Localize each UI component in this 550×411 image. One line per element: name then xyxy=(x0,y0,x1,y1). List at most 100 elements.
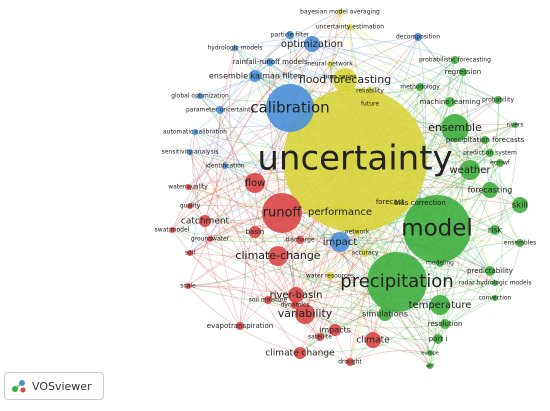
edge xyxy=(219,11,341,111)
node xyxy=(169,227,175,233)
node-label: sensitivity analysis xyxy=(162,149,219,156)
node-label: bias correction xyxy=(394,199,446,207)
node xyxy=(366,100,374,108)
node-label: temperature xyxy=(409,300,472,311)
edge xyxy=(299,127,456,354)
node xyxy=(459,68,467,76)
edge xyxy=(299,239,331,277)
node xyxy=(197,93,203,99)
node xyxy=(441,114,469,142)
node-label: soil moisture xyxy=(249,297,288,304)
edge xyxy=(461,71,496,231)
node-label: accuracy xyxy=(351,250,379,257)
node xyxy=(512,197,528,213)
node xyxy=(286,31,294,39)
node-label: predictability xyxy=(467,267,513,275)
edge xyxy=(329,63,421,88)
node-label: ensemble kalman filter xyxy=(209,72,302,81)
edge xyxy=(189,43,313,254)
edge xyxy=(311,43,451,103)
node xyxy=(460,160,480,180)
node xyxy=(366,87,374,95)
node-label: optimization xyxy=(281,39,343,50)
edge xyxy=(219,11,341,111)
node xyxy=(187,149,193,155)
node-label: simulations xyxy=(362,310,408,319)
node xyxy=(353,228,361,236)
edge xyxy=(187,285,431,354)
edge xyxy=(254,231,386,315)
node-label: basin xyxy=(246,228,265,236)
edge xyxy=(349,26,499,101)
node xyxy=(492,280,498,286)
node-label: quality xyxy=(180,203,201,210)
node-label: climate xyxy=(356,336,390,346)
node-label: precipitation forecasts xyxy=(446,136,525,144)
node xyxy=(216,106,224,114)
node xyxy=(327,61,333,67)
edge xyxy=(267,299,446,329)
node-label: automatic calibration xyxy=(163,129,227,136)
node xyxy=(294,347,306,359)
node-label: probability xyxy=(482,97,514,104)
node-label: global optimization xyxy=(171,93,229,100)
edge xyxy=(187,285,336,331)
node-label: modeling xyxy=(426,260,454,267)
edge xyxy=(204,43,313,222)
node xyxy=(304,36,320,52)
edge xyxy=(234,45,499,101)
node-label: discharge xyxy=(285,237,315,244)
edge xyxy=(294,252,366,306)
node xyxy=(414,33,422,41)
edge xyxy=(192,131,211,240)
edge xyxy=(494,124,517,231)
edge xyxy=(295,294,441,312)
edge xyxy=(224,165,246,327)
node-label: evapotranspiration xyxy=(207,322,273,330)
node xyxy=(433,334,443,344)
edge xyxy=(209,238,496,301)
edge xyxy=(216,47,241,327)
node xyxy=(185,283,191,289)
node xyxy=(485,266,495,276)
node xyxy=(430,295,450,315)
node-label: parameter uncertainty xyxy=(186,107,254,114)
nodes xyxy=(169,9,528,369)
node xyxy=(440,319,450,329)
edge xyxy=(499,162,521,244)
node xyxy=(490,225,500,235)
edge xyxy=(489,99,500,154)
edge xyxy=(234,36,456,61)
node xyxy=(378,307,392,321)
edge xyxy=(369,36,419,92)
node-label: swat model xyxy=(155,227,190,234)
node xyxy=(330,232,350,252)
edge xyxy=(319,231,358,338)
node-label: dynamics xyxy=(281,302,310,309)
edge xyxy=(417,36,499,101)
node-label: forecasting xyxy=(468,186,513,195)
node-label: groundwater xyxy=(191,236,230,243)
node xyxy=(249,226,261,238)
node xyxy=(367,252,427,312)
node-label: performance xyxy=(308,207,372,218)
node xyxy=(187,250,193,256)
edge xyxy=(299,236,491,272)
logo-text: VOSviewer xyxy=(32,379,92,393)
edge xyxy=(219,43,313,111)
node xyxy=(199,215,211,227)
node xyxy=(326,272,334,280)
node-label: calibration xyxy=(250,99,329,117)
node xyxy=(192,129,198,135)
node-label: particle filter xyxy=(271,32,310,39)
logo[interactable]: VOSviewer xyxy=(4,372,104,400)
edge xyxy=(294,293,441,306)
node-label: regression xyxy=(445,68,481,76)
edge xyxy=(349,26,496,299)
node-label: soil xyxy=(185,250,195,257)
node xyxy=(295,304,315,324)
edge xyxy=(204,220,241,327)
node xyxy=(516,239,524,247)
node xyxy=(207,236,213,242)
edge xyxy=(189,252,439,340)
